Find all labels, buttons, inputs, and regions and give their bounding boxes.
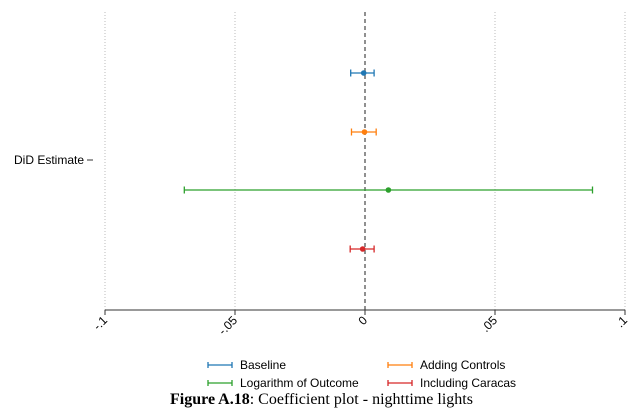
- x-tick-label-1: -.05: [216, 313, 241, 338]
- series-1: [350, 128, 377, 136]
- estimates: [183, 69, 594, 253]
- legend-label-1: Adding Controls: [420, 358, 505, 372]
- x-tick-label-0: -.1: [90, 313, 110, 333]
- x-tick-label-2: 0: [355, 313, 370, 328]
- legend-label-3: Including Caracas: [420, 376, 516, 390]
- series-3: [349, 245, 375, 253]
- legend-label-0: Baseline: [240, 358, 286, 372]
- x-axis: -.1 -.05 0 .05 .1: [90, 309, 630, 338]
- estimate-point-1: [361, 129, 368, 135]
- caption-label: Figure A.18: [170, 391, 250, 408]
- legend-item-0: Baseline: [207, 358, 286, 372]
- figure-caption: Figure A.18: Coefficient plot - nighttim…: [0, 389, 643, 411]
- row-label: DiD Estimate: [14, 153, 84, 167]
- legend: Baseline Adding Controls Logarithm of Outc…: [207, 358, 516, 390]
- x-tick-label-3: .05: [478, 313, 500, 335]
- series-0: [350, 69, 375, 77]
- legend-label-2: Logarithm of Outcome: [240, 376, 359, 390]
- legend-item-3: Including Caracas: [387, 376, 516, 390]
- x-tick-label-4: .1: [613, 313, 630, 330]
- legend-item-1: Adding Controls: [387, 358, 505, 372]
- estimate-point-3: [359, 246, 366, 252]
- estimate-point-0: [360, 70, 367, 76]
- series-2: [183, 186, 594, 194]
- estimate-point-2: [385, 187, 392, 193]
- row-axis: DiD Estimate: [14, 153, 93, 167]
- legend-item-2: Logarithm of Outcome: [207, 376, 359, 390]
- caption-text: : Coefficient plot - nighttime lights: [249, 391, 473, 408]
